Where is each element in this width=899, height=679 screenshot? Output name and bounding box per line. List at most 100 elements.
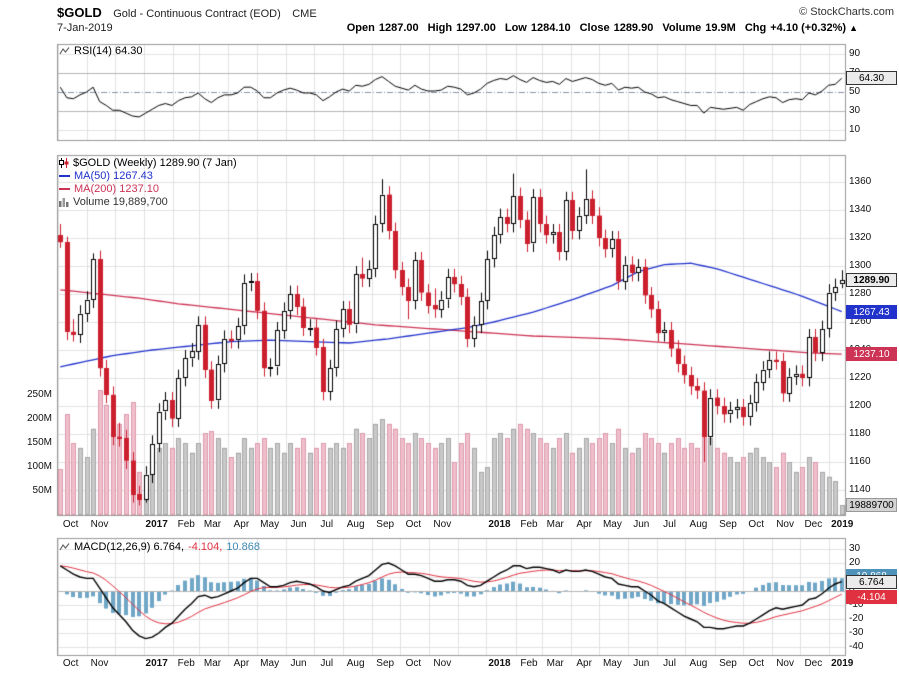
price-axis-tick: 1260 (849, 316, 872, 327)
x-axis-label-bottom: 2019 (831, 658, 854, 669)
macd-legend-signal: -4.104, (188, 541, 223, 553)
x-axis-label-top: Nov (433, 519, 452, 530)
x-axis-label-top: Aug (689, 519, 708, 530)
x-axis-label-top: Nov (90, 519, 109, 530)
x-axis-label-bottom: Sep (719, 658, 737, 669)
x-axis-label-bottom: Apr (233, 658, 250, 669)
macd-axis-tick: 20 (849, 557, 861, 568)
macd-axis-tick: -30 (849, 627, 864, 638)
x-axis-label-top: Apr (576, 519, 592, 530)
x-axis-label-bottom: Jun (290, 658, 307, 669)
rsi-axis-tick: 10 (849, 124, 861, 136)
macd-legend: MACD(12,26,9) 6.764, -4.104, 10.868 (59, 541, 260, 553)
price-axis-tick: 1280 (849, 288, 872, 299)
quote-label-high: High (427, 22, 453, 34)
volume-axis-tick: 50M (32, 485, 52, 496)
x-axis-label-bottom: Nov (776, 658, 795, 669)
x-axis-label-top: Jul (320, 519, 334, 530)
x-axis-label-bottom: Aug (346, 658, 365, 669)
ma200-legend-label: MA(200) 1237.10 (74, 183, 159, 195)
x-axis-label-bottom: Mar (203, 658, 222, 669)
x-axis-label-bottom: Nov (433, 658, 452, 669)
ma50-line-sample (59, 175, 70, 177)
price-axis-tick: 1180 (849, 428, 871, 439)
x-axis-label-top: Aug (346, 519, 365, 530)
quote-value-close: 1289.90 (613, 22, 654, 34)
x-axis-label-bottom: 2018 (488, 658, 511, 669)
x-axis-label-top: 2017 (145, 519, 168, 530)
price-axis-tick: 1300 (849, 260, 872, 271)
volume-axis-tick: 200M (26, 413, 52, 424)
ma50-legend-label: MA(50) 1267.43 (74, 170, 153, 182)
macd-legend-main: MACD(12,26,9) 6.764, (74, 541, 185, 553)
quote-label-low: Low (504, 22, 527, 34)
macd-axis-tick: -10 (849, 599, 864, 610)
x-axis-label-bottom: Mar (546, 658, 564, 669)
volume-axis-tick: 250M (26, 389, 52, 400)
price-legend-label: $GOLD (Weekly) 1289.90 (7 Jan) (73, 157, 237, 169)
macd-axis-tick: 30 (849, 543, 861, 554)
price-axis-tick: 1200 (849, 400, 872, 411)
change-up-arrow: ▲ (849, 23, 858, 33)
chart-date: 7-Jan-2019 (57, 22, 113, 34)
quote-value-open: 1287.00 (378, 22, 419, 34)
quote-value-low: 1284.10 (530, 22, 571, 34)
rsi-axis-tick: 30 (849, 105, 861, 117)
x-axis-label-bottom: May (602, 658, 622, 669)
x-axis-label-top: Feb (520, 519, 538, 530)
x-axis-label-top: Sep (376, 519, 395, 530)
x-axis-label-bottom: May (260, 658, 280, 669)
rsi-axis-tick: 90 (849, 47, 861, 59)
x-axis-label-top: Mar (203, 519, 222, 530)
x-axis-label-top: Oct (62, 519, 79, 530)
macd-indicator-icon (59, 543, 70, 551)
price-axis-tick: 1360 (849, 176, 872, 187)
volume-axis-tick: 100M (26, 461, 52, 472)
quote-label-chg: Chg (744, 22, 767, 34)
quote-label-volume: Volume (662, 22, 702, 34)
chart-header: $GOLD Gold - Continuous Contract (EOD) C… (57, 4, 317, 22)
price-legend: $GOLD (Weekly) 1289.90 (7 Jan) (59, 157, 237, 169)
price-axis-tick: 1220 (849, 372, 872, 383)
x-axis-label-bottom: Dec (804, 658, 823, 669)
x-axis-label-top: Nov (776, 519, 795, 530)
x-axis-label-top: Oct (405, 519, 422, 530)
x-axis-label-top: Jul (663, 519, 676, 530)
x-axis-label-top: Mar (546, 519, 564, 530)
ma200-legend: MA(200) 1237.10 (59, 183, 159, 195)
x-axis-label-top: Jun (290, 519, 307, 530)
rsi-legend-label: RSI(14) 64.30 (74, 45, 143, 57)
quote-value-high: 1297.00 (456, 22, 496, 34)
price-value-box: 1289.90 (846, 273, 897, 287)
x-axis-label-top: 2019 (831, 519, 854, 530)
price-axis-tick: 1140 (849, 484, 871, 495)
x-axis-label-bottom: Aug (689, 658, 708, 669)
rsi-indicator-icon (59, 47, 70, 55)
volume-legend-label: Volume 19,889,700 (73, 196, 168, 208)
volume-value-box: 19889700 (846, 498, 897, 512)
price-axis-tick: 1340 (849, 204, 872, 215)
quote-value-chg: +4.10 (+0.32%) (770, 22, 847, 34)
rsi-axis-tick: 50 (849, 86, 861, 97)
quote-label-close: Close (579, 22, 610, 34)
symbol: $GOLD (57, 5, 102, 20)
macd-signal-value-box: -4.104 (846, 590, 897, 604)
quote-bar: 7-Jan-2019 Open 1287.00 High 1297.00 Low 1284… (57, 22, 858, 34)
quote-label-open: Open (346, 22, 375, 34)
x-axis-label-top: Apr (233, 519, 250, 530)
ma50-value-box: 1267.43 (846, 305, 897, 319)
copyright-link[interactable]: © StockCharts.com (799, 6, 894, 18)
symbol-description: Gold - Continuous Contract (EOD) (113, 8, 281, 20)
x-axis-label-top: May (602, 519, 622, 530)
x-axis-label-top: Jun (633, 519, 650, 530)
candlestick-icon (59, 158, 69, 168)
x-axis-label-bottom: Jun (633, 658, 650, 669)
exchange: CME (292, 8, 317, 20)
price-axis-tick: 1320 (849, 232, 872, 243)
x-axis-label-bottom: Jul (320, 658, 334, 669)
volume-legend: Volume 19,889,700 (59, 196, 168, 208)
ma50-legend: MA(50) 1267.43 (59, 170, 153, 182)
x-axis-label-top: May (260, 519, 280, 530)
x-axis-label-bottom: Oct (748, 658, 764, 669)
